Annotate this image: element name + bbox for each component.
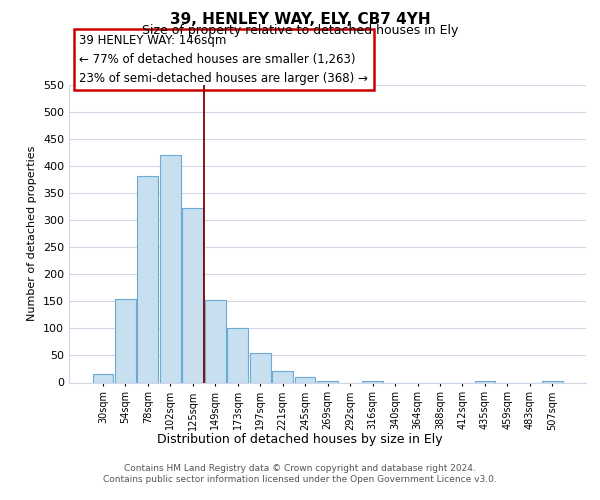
Bar: [205, 300, 226, 382]
Bar: [182, 208, 203, 382]
Y-axis label: Number of detached properties: Number of detached properties: [28, 146, 37, 322]
Text: Contains HM Land Registry data © Crown copyright and database right 2024.: Contains HM Land Registry data © Crown c…: [124, 464, 476, 473]
Bar: [92, 374, 113, 382]
Bar: [115, 298, 136, 382]
Text: Contains public sector information licensed under the Open Government Licence v3: Contains public sector information licen…: [103, 475, 497, 484]
Bar: [137, 176, 158, 382]
Bar: [227, 328, 248, 382]
Text: Distribution of detached houses by size in Ely: Distribution of detached houses by size …: [157, 432, 443, 446]
Text: Size of property relative to detached houses in Ely: Size of property relative to detached ho…: [142, 24, 458, 37]
Bar: [295, 377, 316, 382]
Text: 39, HENLEY WAY, ELY, CB7 4YH: 39, HENLEY WAY, ELY, CB7 4YH: [170, 12, 430, 28]
Bar: [317, 381, 338, 382]
Bar: [250, 354, 271, 382]
Bar: [160, 156, 181, 382]
Text: 39 HENLEY WAY: 146sqm
← 77% of detached houses are smaller (1,263)
23% of semi-d: 39 HENLEY WAY: 146sqm ← 77% of detached …: [79, 34, 368, 85]
Bar: [272, 370, 293, 382]
